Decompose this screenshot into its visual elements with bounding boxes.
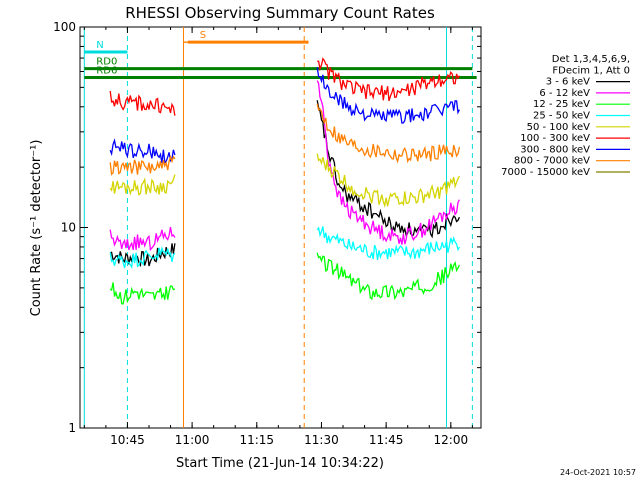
series-0-segment-0 (110, 243, 176, 268)
series-4-segment-1 (316, 153, 460, 209)
legend-item-label-0: 3 - 6 keV (546, 77, 590, 88)
series-3-segment-0 (109, 246, 176, 269)
series-7-segment-0 (109, 154, 176, 176)
flag-label-rd6: RD6 (96, 65, 117, 76)
series-6-segment-0 (109, 138, 176, 164)
x-tick-label-5: 12:00 (434, 433, 469, 447)
x-axis-label: Start Time (21-Jun-14 10:34:22) (176, 456, 384, 471)
x-tick-label-0: 10:45 (110, 433, 145, 447)
chart-title: RHESSI Observing Summary Count Rates (125, 4, 435, 22)
y-tick-label-2: 100 (53, 20, 76, 34)
flag-label-n: N (96, 40, 103, 51)
x-tick-label-4: 11:45 (369, 433, 404, 447)
series-2-segment-0 (109, 282, 176, 305)
legend: Det 1,3,4,5,6,9,FDecim 1, Att 03 - 6 keV… (501, 54, 630, 178)
x-tick-label-2: 11:15 (239, 433, 274, 447)
series-1-segment-1 (316, 80, 460, 245)
series-5-segment-0 (109, 90, 176, 116)
legend-item-label-5: 100 - 300 keV (520, 133, 590, 144)
legend-item-label-8: 7000 - 15000 keV (501, 167, 590, 178)
y-tick-label-0: 1 (68, 421, 76, 435)
y-axis-ticks: 1 10 100 (53, 20, 481, 435)
x-axis-ticks: 10:45 11:00 11:15 11:30 11:45 12:00 (83, 27, 473, 447)
series-2-segment-1 (316, 252, 460, 301)
series-lines (109, 41, 461, 305)
flag-label-s: S (200, 30, 206, 41)
legend-header-0: Det 1,3,4,5,6,9, (552, 54, 630, 65)
legend-item-label-3: 25 - 50 keV (533, 111, 590, 122)
x-tick-label-3: 11:30 (304, 433, 339, 447)
series-7-segment-2 (316, 103, 461, 164)
series-5-segment-1 (317, 57, 460, 102)
y-axis-label: Count Rate (s⁻¹ detector⁻¹) (29, 140, 44, 317)
legend-item-label-4: 50 - 100 keV (527, 122, 591, 133)
legend-header-1: FDecim 1, Att 0 (552, 65, 630, 76)
series-6-segment-1 (316, 67, 460, 124)
legend-item-label-7: 800 - 7000 keV (514, 156, 590, 167)
series-0-segment-1 (316, 100, 460, 239)
series-1-segment-0 (109, 226, 176, 252)
x-tick-label-1: 11:00 (175, 433, 210, 447)
series-3-segment-1 (316, 226, 460, 261)
series-4-segment-0 (109, 174, 176, 196)
vertical-markers (83, 27, 473, 428)
legend-item-label-6: 300 - 800 keV (520, 144, 590, 155)
legend-item-label-2: 12 - 25 keV (533, 99, 590, 110)
flag-label-rd0: RD0 (96, 57, 117, 68)
legend-item-label-1: 6 - 12 keV (539, 88, 590, 99)
timestamp-text: 24-Oct-2021 10:57 (560, 468, 636, 477)
y-tick-label-1: 10 (61, 221, 76, 235)
